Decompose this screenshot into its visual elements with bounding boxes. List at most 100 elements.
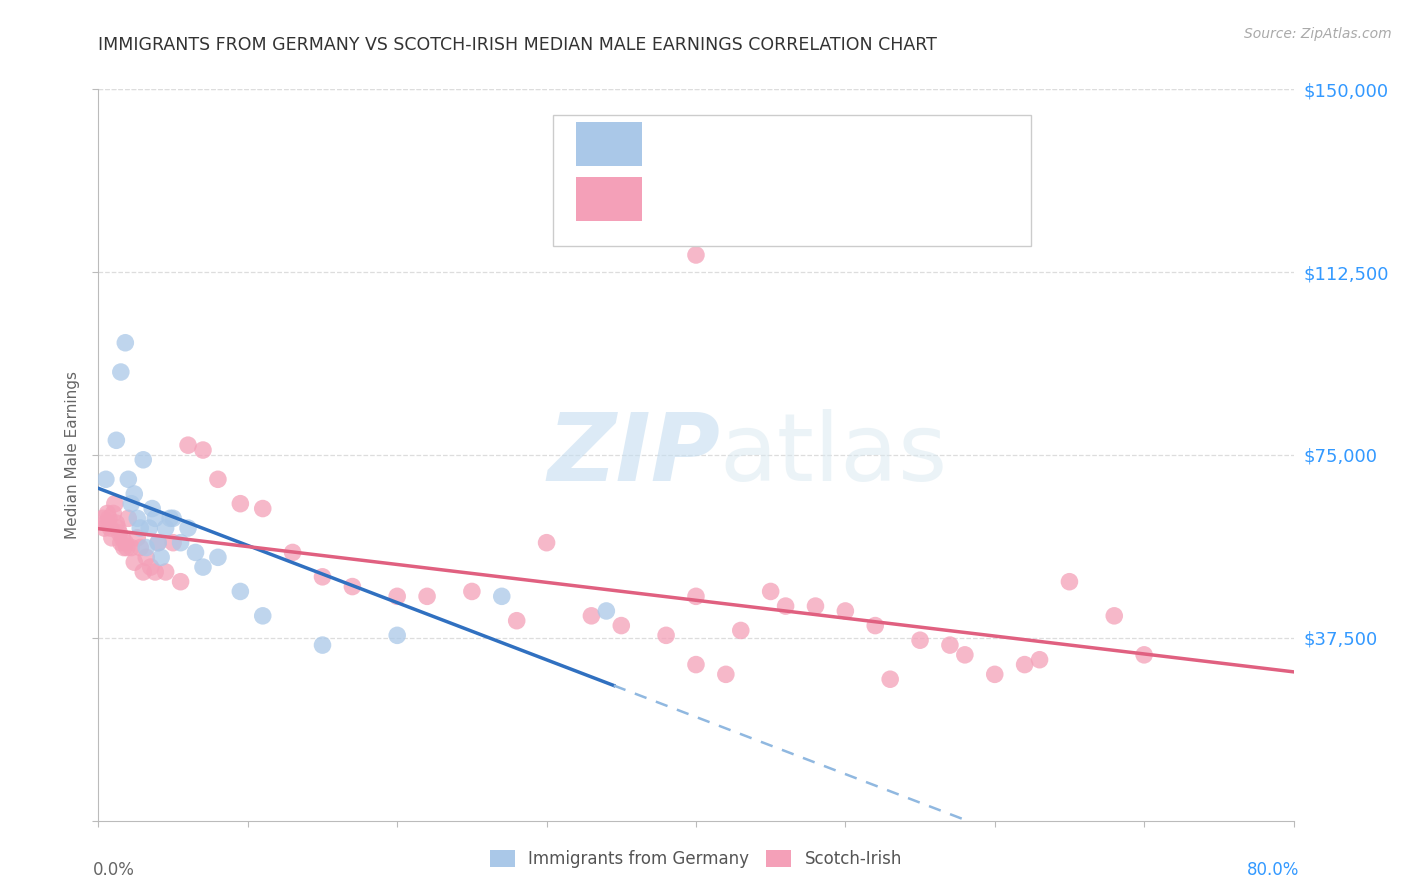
Point [191, 443, 214, 458]
Text: Source: ZipAtlas.com: Source: ZipAtlas.com [1244, 27, 1392, 41]
Point [939, 638, 962, 652]
Point [148, 535, 170, 549]
Y-axis label: Median Male Earnings: Median Male Earnings [65, 371, 80, 539]
Point [117, 472, 139, 486]
Point [150, 550, 173, 565]
Point [595, 604, 617, 618]
Point [124, 487, 146, 501]
Point [104, 497, 127, 511]
Text: 0.0%: 0.0% [93, 861, 135, 879]
FancyBboxPatch shape [576, 177, 643, 221]
Point [108, 525, 131, 540]
Text: N = 30: N = 30 [875, 135, 943, 153]
Point [155, 565, 177, 579]
Point [139, 560, 162, 574]
Point [115, 541, 138, 555]
Point [114, 335, 136, 350]
Point [879, 672, 901, 686]
Point [120, 541, 142, 555]
Point [311, 638, 333, 652]
Point [229, 584, 252, 599]
Point [105, 434, 128, 448]
Point [1028, 653, 1050, 667]
Point [834, 604, 856, 618]
Point [162, 511, 184, 525]
Point [491, 590, 513, 604]
Point [984, 667, 1007, 681]
Text: R = -0.290: R = -0.290 [661, 190, 756, 208]
Point [169, 574, 191, 589]
Point [91, 511, 114, 525]
Point [252, 608, 274, 623]
Point [110, 535, 132, 549]
Point [124, 555, 146, 569]
Text: N = 65: N = 65 [875, 190, 943, 208]
Point [759, 584, 782, 599]
Point [177, 438, 200, 452]
Point [135, 550, 157, 565]
Point [96, 507, 118, 521]
Point [385, 628, 409, 642]
Point [177, 521, 200, 535]
Point [908, 633, 931, 648]
Point [148, 535, 170, 549]
Text: R = -0.560: R = -0.560 [661, 135, 756, 153]
Point [112, 541, 135, 555]
Point [127, 531, 149, 545]
Point [229, 497, 252, 511]
Point [141, 501, 163, 516]
Point [953, 648, 976, 662]
Point [155, 521, 177, 535]
Point [97, 511, 120, 525]
FancyBboxPatch shape [553, 115, 1031, 246]
Point [714, 667, 737, 681]
Point [385, 590, 409, 604]
Text: 80.0%: 80.0% [1247, 861, 1299, 879]
Point [129, 521, 152, 535]
Point [184, 545, 207, 559]
Point [94, 472, 117, 486]
Point [655, 628, 678, 642]
Text: atlas: atlas [720, 409, 948, 501]
Point [117, 511, 139, 525]
Point [506, 614, 529, 628]
Point [685, 657, 707, 672]
Point [311, 570, 333, 584]
Point [1059, 574, 1081, 589]
Point [129, 541, 152, 555]
Point [138, 521, 160, 535]
Point [100, 521, 122, 535]
Point [581, 608, 603, 623]
Point [101, 531, 124, 545]
Legend: Immigrants from Germany, Scotch-Irish: Immigrants from Germany, Scotch-Irish [484, 843, 908, 874]
Point [685, 590, 707, 604]
Point [107, 521, 129, 535]
Text: IMMIGRANTS FROM GERMANY VS SCOTCH-IRISH MEDIAN MALE EARNINGS CORRELATION CHART: IMMIGRANTS FROM GERMANY VS SCOTCH-IRISH … [98, 36, 938, 54]
Point [775, 599, 797, 613]
Point [93, 521, 115, 535]
Point [132, 452, 155, 467]
Point [143, 511, 166, 525]
Point [461, 584, 484, 599]
Point [103, 507, 125, 521]
Point [162, 535, 184, 549]
Point [159, 511, 181, 525]
Point [94, 516, 117, 531]
FancyBboxPatch shape [576, 122, 643, 166]
Point [127, 511, 149, 525]
Point [610, 618, 633, 632]
Point [111, 531, 134, 545]
Text: ZIP: ZIP [547, 409, 720, 501]
Point [1133, 648, 1156, 662]
Point [120, 497, 142, 511]
Point [416, 590, 439, 604]
Point [536, 535, 558, 549]
Point [169, 535, 191, 549]
Point [1014, 657, 1036, 672]
Point [105, 516, 128, 531]
Point [135, 541, 157, 555]
Point [1104, 608, 1126, 623]
Point [143, 565, 166, 579]
Point [865, 618, 887, 632]
Point [132, 565, 155, 579]
